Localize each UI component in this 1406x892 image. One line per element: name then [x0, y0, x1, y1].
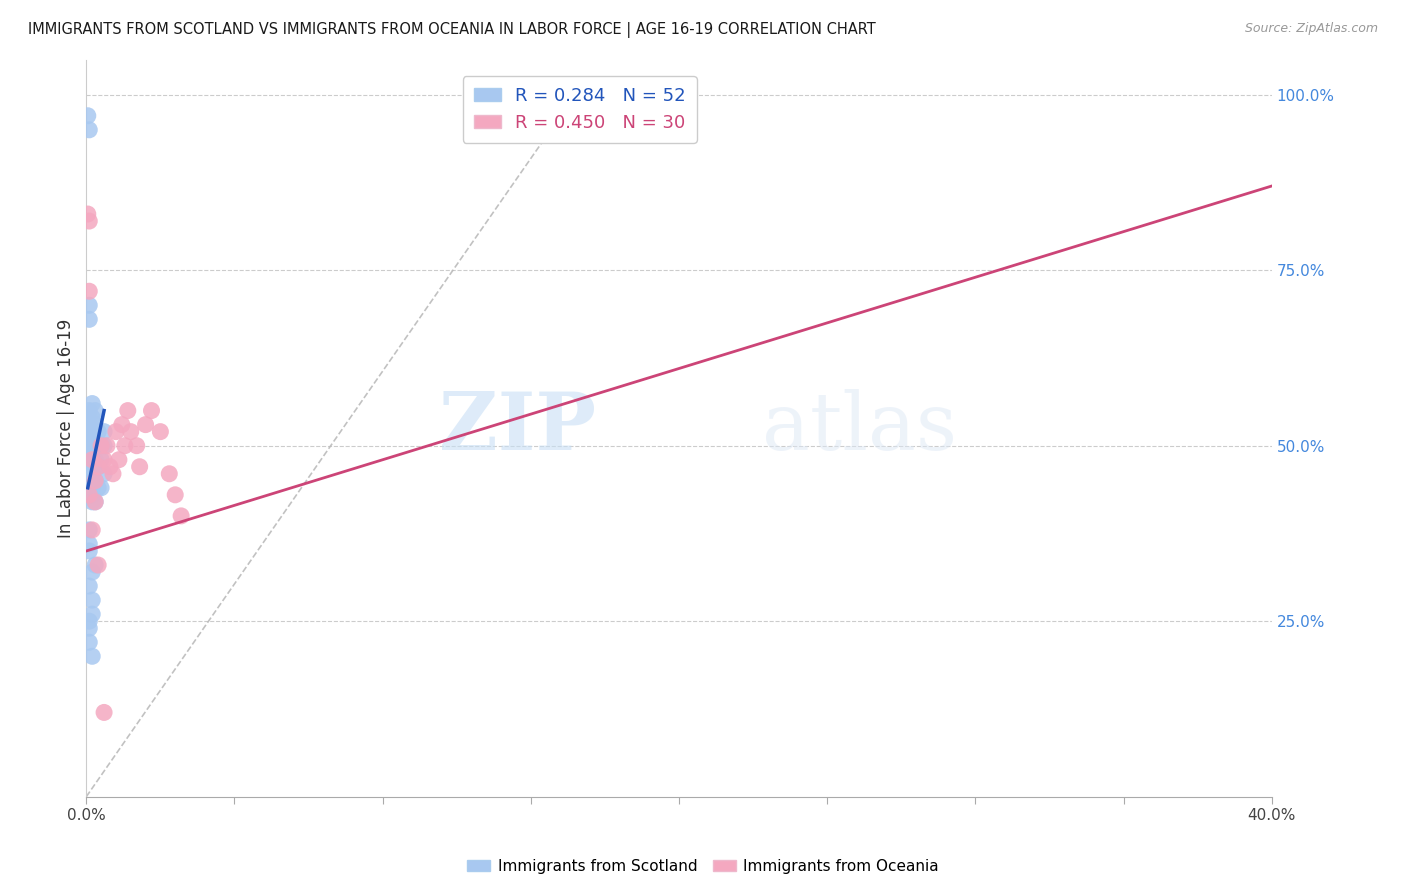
Point: [82, 459, 104, 474]
Point: [77, 123, 100, 137]
Point: [170, 508, 193, 523]
Point: [77, 425, 100, 439]
Point: [82, 410, 104, 425]
Point: [84, 452, 107, 467]
Point: [128, 459, 150, 474]
Point: [82, 565, 104, 579]
Point: [135, 417, 157, 432]
Point: [96, 439, 118, 453]
Point: [93, 439, 115, 453]
Point: [76, 207, 98, 221]
Point: [77, 214, 100, 228]
Point: [82, 474, 104, 488]
Point: [90, 439, 112, 453]
Text: Source: ZipAtlas.com: Source: ZipAtlas.com: [1244, 22, 1378, 36]
Point: [82, 446, 104, 460]
Point: [82, 593, 104, 607]
Point: [87, 439, 110, 453]
Point: [77, 452, 100, 467]
Point: [84, 439, 107, 453]
Y-axis label: In Labor Force | Age 16-19: In Labor Force | Age 16-19: [58, 318, 75, 538]
Point: [93, 467, 115, 481]
Point: [90, 481, 112, 495]
Point: [141, 403, 163, 417]
Point: [165, 488, 187, 502]
Point: [77, 417, 100, 432]
Point: [77, 635, 100, 649]
Point: [90, 439, 112, 453]
Point: [77, 312, 100, 326]
Point: [77, 488, 100, 502]
Point: [84, 474, 107, 488]
Text: ZIP: ZIP: [439, 389, 596, 467]
Text: atlas: atlas: [762, 389, 957, 467]
Point: [77, 285, 100, 299]
Point: [82, 396, 104, 410]
Point: [93, 452, 115, 467]
Point: [77, 298, 100, 312]
Point: [93, 706, 115, 720]
Point: [101, 467, 124, 481]
Point: [84, 495, 107, 509]
Point: [111, 417, 134, 432]
Point: [82, 467, 104, 481]
Point: [77, 403, 100, 417]
Point: [82, 481, 104, 495]
Point: [87, 425, 110, 439]
Point: [87, 459, 110, 474]
Point: [84, 474, 107, 488]
Point: [82, 649, 104, 664]
Point: [104, 425, 127, 439]
Point: [87, 558, 110, 572]
Point: [93, 425, 115, 439]
Point: [77, 621, 100, 635]
Point: [77, 446, 100, 460]
Point: [98, 459, 121, 474]
Point: [77, 523, 100, 537]
Point: [157, 467, 180, 481]
Point: [114, 439, 136, 453]
Point: [87, 481, 110, 495]
Point: [84, 417, 107, 432]
Point: [77, 439, 100, 453]
Point: [77, 432, 100, 446]
Point: [82, 523, 104, 537]
Point: [76, 109, 98, 123]
Point: [77, 537, 100, 551]
Point: [77, 579, 100, 593]
Point: [82, 452, 104, 467]
Point: [82, 607, 104, 622]
Point: [84, 403, 107, 417]
Legend: Immigrants from Scotland, Immigrants from Oceania: Immigrants from Scotland, Immigrants fro…: [461, 853, 945, 880]
Point: [108, 452, 131, 467]
Text: IMMIGRANTS FROM SCOTLAND VS IMMIGRANTS FROM OCEANIA IN LABOR FORCE | AGE 16-19 C: IMMIGRANTS FROM SCOTLAND VS IMMIGRANTS F…: [28, 22, 876, 38]
Point: [77, 544, 100, 558]
Point: [77, 614, 100, 628]
Point: [84, 495, 107, 509]
Point: [117, 403, 139, 417]
Point: [77, 459, 100, 474]
Point: [84, 558, 107, 572]
Point: [82, 495, 104, 509]
Point: [82, 488, 104, 502]
Point: [87, 459, 110, 474]
Point: [82, 425, 104, 439]
Point: [149, 425, 172, 439]
Point: [82, 439, 104, 453]
Point: [120, 425, 142, 439]
Point: [125, 439, 148, 453]
Legend: R = 0.284   N = 52, R = 0.450   N = 30: R = 0.284 N = 52, R = 0.450 N = 30: [463, 76, 697, 143]
Point: [82, 452, 104, 467]
Point: [90, 452, 112, 467]
